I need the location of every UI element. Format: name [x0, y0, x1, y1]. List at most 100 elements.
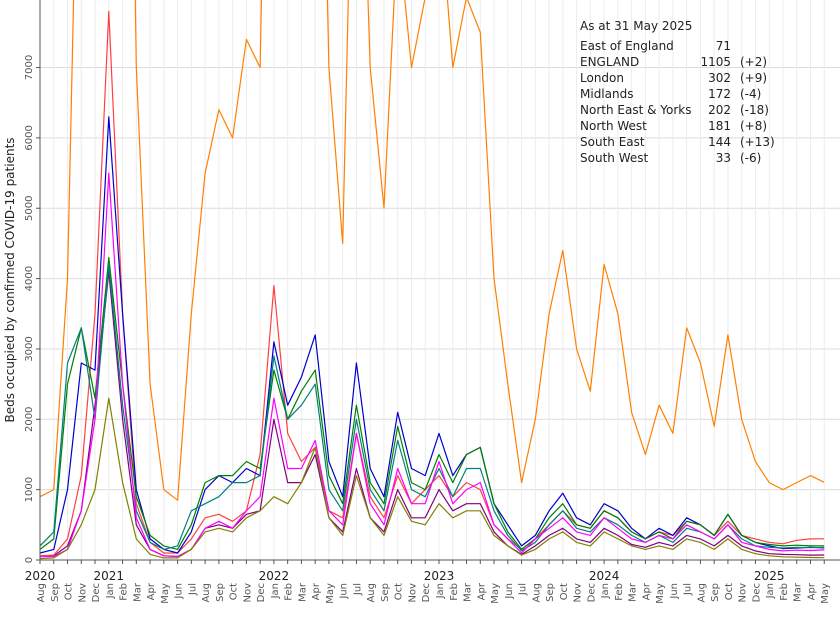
x-tick-label: Jan: [105, 583, 116, 599]
x-tick-label: Dec: [586, 583, 597, 602]
plot-area: [40, 0, 825, 560]
legend-change: (-6): [740, 151, 761, 165]
legend-name: North East & Yorks: [580, 103, 691, 117]
legend-value: 1105: [700, 55, 731, 69]
x-tick-label: Oct: [64, 583, 75, 600]
x-tick-label: Feb: [449, 583, 460, 601]
y-tick-label: 5000: [24, 196, 35, 221]
x-tick-label: Sep: [380, 583, 391, 602]
x-tick-label: May: [490, 583, 501, 604]
legend-name: London: [580, 71, 624, 85]
x-tick-label: Jun: [504, 583, 515, 600]
x-tick-label: Jul: [683, 583, 694, 596]
x-tick-label: Apr: [476, 582, 487, 600]
x-tick-label: May: [655, 583, 666, 604]
y-tick-label: 6000: [24, 125, 35, 150]
legend-name: North West: [580, 119, 647, 133]
legend-value: 202: [708, 103, 731, 117]
x-tick-label: Oct: [229, 583, 240, 600]
year-label: 2021: [94, 569, 125, 583]
x-tick-label: May: [160, 583, 171, 604]
x-tick-label: Sep: [215, 583, 226, 602]
x-tick-label: Feb: [779, 583, 790, 601]
x-tick-label: Feb: [119, 583, 130, 601]
x-tick-label: Nov: [242, 583, 253, 603]
legend-change: (+13): [740, 135, 775, 149]
x-tick-label: Nov: [573, 583, 584, 603]
x-tick-label: Apr: [311, 582, 322, 600]
y-tick-label: 4000: [24, 266, 35, 291]
x-tick-label: Sep: [710, 583, 721, 602]
legend-name: ENGLAND: [580, 55, 639, 69]
year-label: 2024: [589, 569, 620, 583]
series-line: [40, 397, 825, 560]
x-tick-label: Dec: [91, 583, 102, 602]
year-label: 2020: [25, 569, 56, 583]
legend-name: South East: [580, 135, 645, 149]
x-tick-label: Jul: [518, 583, 529, 596]
x-tick-label: Apr: [641, 582, 652, 600]
legend-change: (+8): [740, 119, 767, 133]
legend-change: (+9): [740, 71, 767, 85]
y-tick-label: 2000: [24, 407, 35, 432]
legend-value: 302: [708, 71, 731, 85]
y-tick-label: 0: [24, 557, 35, 563]
x-tick-label: Dec: [256, 583, 267, 602]
x-tick-label: Mar: [297, 582, 308, 602]
legend-name: South West: [580, 151, 648, 165]
x-tick-label: Dec: [751, 583, 762, 602]
x-tick-label: Aug: [366, 583, 377, 603]
legend-value: 33: [716, 151, 731, 165]
x-tick-label: Apr: [146, 582, 157, 600]
series-line: [40, 0, 825, 501]
legend-change: (-18): [740, 103, 769, 117]
x-tick-label: Mar: [463, 582, 474, 602]
x-tick-label: Aug: [531, 583, 542, 603]
series-line: [40, 116, 825, 554]
x-tick-label: Jan: [270, 583, 281, 599]
x-tick-label: Apr: [806, 582, 817, 600]
x-tick-label: Mar: [132, 582, 143, 602]
legend-value: 71: [716, 39, 731, 53]
x-tick-label: May: [820, 583, 831, 604]
x-tick-label: Oct: [559, 583, 570, 600]
legend-name: Midlands: [580, 87, 633, 101]
x-tick-label: Jan: [600, 583, 611, 599]
legend-change: (-4): [740, 87, 761, 101]
x-tick-label: Sep: [545, 583, 556, 602]
x-tick-label: Aug: [696, 583, 707, 603]
y-tick-label: 3000: [24, 336, 35, 361]
year-label: 2025: [754, 569, 785, 583]
x-tick-label: Jun: [174, 583, 185, 600]
legend-change: (+2): [740, 55, 767, 69]
x-tick-label: May: [325, 583, 336, 604]
x-tick-label: Aug: [36, 583, 47, 603]
x-tick-label: Aug: [201, 583, 212, 603]
x-tick-label: Jul: [352, 583, 363, 596]
legend-title: As at 31 May 2025: [580, 19, 692, 33]
x-tick-label: Oct: [394, 583, 405, 600]
x-tick-label: Feb: [284, 583, 295, 601]
series-line: [40, 172, 825, 558]
x-tick-label: Jan: [765, 583, 776, 599]
x-tick-label: Jun: [339, 583, 350, 600]
x-tick-label: Nov: [738, 583, 749, 603]
legend-value: 181: [708, 119, 731, 133]
x-tick-label: Jul: [187, 583, 198, 596]
y-tick-label: 1000: [24, 477, 35, 502]
x-tick-label: Jun: [669, 583, 680, 600]
legend-value: 172: [708, 87, 731, 101]
legend: East of England 71 ENGLAND 1105 (+2) London 30…: [580, 39, 775, 165]
x-tick-label: Oct: [724, 583, 735, 600]
x-tick-label: Mar: [628, 582, 639, 602]
x-tick-label: Feb: [614, 583, 625, 601]
x-tick-label: Sep: [50, 583, 61, 602]
y-tick-label: 7000: [24, 55, 35, 80]
x-tick-label: Mar: [793, 582, 804, 602]
x-tick-label: Nov: [407, 583, 418, 603]
year-label: 2022: [259, 569, 290, 583]
legend-value: 144: [708, 135, 731, 149]
x-tick-label: Nov: [77, 583, 88, 603]
